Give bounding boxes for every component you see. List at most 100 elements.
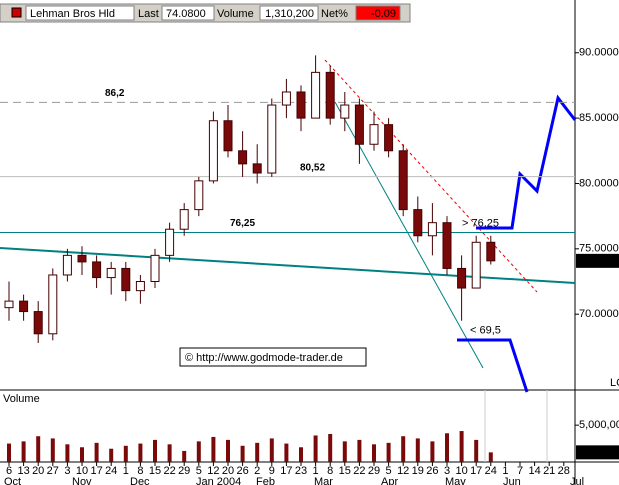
y-tick-label: 70.0000: [579, 308, 619, 320]
candle-body: [223, 120, 233, 152]
x-tick-label: 24: [105, 465, 117, 477]
x-tick-label: 9: [269, 465, 275, 477]
volume-bar: [50, 438, 55, 462]
level-label: 76,25: [230, 218, 255, 229]
x-tick-label: 10: [455, 465, 467, 477]
x-tick-label: 1: [502, 465, 508, 477]
volume-bar: [167, 444, 172, 462]
bear-projection: [457, 338, 529, 393]
candle-body: [398, 150, 408, 211]
candle-body: [471, 241, 481, 289]
x-tick-label: 23: [295, 465, 307, 477]
x-tick-label: 15: [149, 465, 161, 477]
volume-bar: [138, 443, 143, 462]
volume-bar: [372, 444, 376, 462]
header-volume-label: Volume: [217, 8, 254, 20]
month-label: Mar: [314, 476, 333, 485]
candle-body: [486, 241, 496, 262]
candle-body: [354, 104, 364, 145]
x-tick-label: 21: [543, 465, 555, 477]
volume-bar: [211, 436, 216, 462]
volume-bar: [445, 433, 449, 462]
month-label: May: [445, 476, 466, 485]
x-tick-label: 20: [222, 465, 234, 477]
candle-body: [48, 274, 58, 335]
x-tick-label: 24: [485, 465, 497, 477]
corner-text: LC: [610, 377, 619, 389]
month-label: Dec: [130, 476, 150, 485]
volume-bar: [386, 442, 391, 462]
month-label: Jan 2004: [196, 476, 241, 485]
x-tick-label: 3: [64, 465, 70, 477]
volume-bar: [21, 441, 26, 462]
volume-bar: [182, 450, 187, 462]
volume-bar: [415, 438, 420, 462]
candle-body: [252, 163, 262, 174]
x-tick-label: 3: [444, 465, 450, 477]
last-box: [161, 5, 215, 21]
candle-body: [135, 281, 145, 292]
candle-body: [457, 267, 467, 289]
x-tick-label: 5: [196, 465, 202, 477]
candle-body: [369, 124, 379, 145]
x-tick-label: 7: [517, 465, 523, 477]
net-box: [355, 5, 401, 21]
y-tick-label: 80.0000: [579, 177, 619, 189]
volume-bar: [36, 436, 41, 462]
candle-body: [92, 261, 102, 279]
x-tick-label: 19: [412, 465, 424, 477]
x-tick-label: 12: [397, 465, 409, 477]
volume-box: [259, 5, 319, 21]
month-label: Jul: [570, 476, 584, 485]
x-tick-label: 17: [90, 465, 102, 477]
x-tick-label: 14: [528, 465, 540, 477]
x-tick-label: 8: [327, 465, 333, 477]
y-tick-label: 85.0000: [579, 112, 619, 124]
x-tick-label: 13: [17, 465, 29, 477]
candle-body: [121, 267, 131, 292]
header-volume: 1,310,200: [265, 8, 314, 20]
candle-body: [150, 254, 160, 283]
volume-bar: [153, 439, 157, 462]
bull-projection: [476, 94, 577, 230]
x-tick-label: 22: [163, 465, 175, 477]
x-tick-label: 2: [254, 465, 260, 477]
candle-body: [4, 300, 14, 309]
volume-bar: [240, 445, 245, 462]
volume-bar: [401, 436, 406, 462]
last-volume-label: 1,310,200: [578, 446, 619, 458]
x-tick-label: 12: [207, 465, 219, 477]
volume-bar: [474, 439, 479, 462]
volume-bar: [255, 442, 260, 462]
volume-bar: [313, 435, 318, 462]
x-tick-label: 8: [137, 465, 143, 477]
x-tick-label: 10: [76, 465, 88, 477]
candle-body: [384, 124, 394, 152]
month-label: Apr: [381, 476, 398, 485]
last-price-box: [576, 253, 619, 268]
level-label: 86,2: [105, 88, 125, 99]
header-name: Lehman Bros Hld: [30, 8, 115, 20]
x-tick-label: 1: [123, 465, 129, 477]
volume-bar: [328, 434, 333, 462]
x-tick-label: 20: [32, 465, 44, 477]
month-label: Jun: [503, 476, 521, 485]
x-tick-label: 26: [236, 465, 248, 477]
y-tick-label: 75.0000: [579, 243, 619, 255]
x-tick-label: 28: [558, 465, 570, 477]
candle-body: [296, 91, 306, 119]
target-label: > 76,25: [462, 217, 499, 229]
volume-bar: [299, 447, 303, 462]
candle-body: [442, 222, 452, 269]
candle-body: [179, 209, 189, 230]
candle-body: [413, 209, 423, 237]
month-label: Nov: [72, 476, 92, 485]
volume-bar: [269, 438, 274, 462]
x-tick-label: 1: [313, 465, 319, 477]
volume-bar: [488, 452, 493, 462]
x-tick-label: 22: [353, 465, 365, 477]
candle-body: [19, 300, 29, 313]
volume-bar: [7, 443, 11, 462]
last-volume-box: [576, 445, 619, 460]
